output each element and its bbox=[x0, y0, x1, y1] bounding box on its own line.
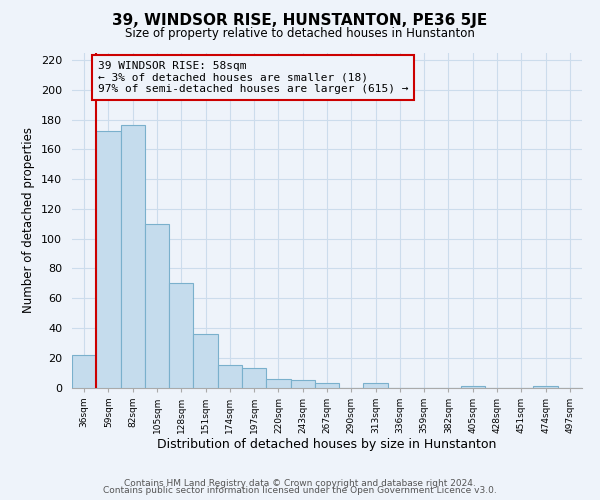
Text: Contains public sector information licensed under the Open Government Licence v3: Contains public sector information licen… bbox=[103, 486, 497, 495]
Bar bbox=[242, 368, 266, 388]
Bar bbox=[96, 132, 121, 388]
Bar bbox=[169, 284, 193, 388]
Bar bbox=[72, 354, 96, 388]
Text: Size of property relative to detached houses in Hunstanton: Size of property relative to detached ho… bbox=[125, 28, 475, 40]
Text: 39, WINDSOR RISE, HUNSTANTON, PE36 5JE: 39, WINDSOR RISE, HUNSTANTON, PE36 5JE bbox=[112, 12, 488, 28]
Y-axis label: Number of detached properties: Number of detached properties bbox=[22, 127, 35, 313]
X-axis label: Distribution of detached houses by size in Hunstanton: Distribution of detached houses by size … bbox=[157, 438, 497, 452]
Text: Contains HM Land Registry data © Crown copyright and database right 2024.: Contains HM Land Registry data © Crown c… bbox=[124, 478, 476, 488]
Bar bbox=[145, 224, 169, 388]
Bar bbox=[266, 378, 290, 388]
Bar bbox=[193, 334, 218, 388]
Bar bbox=[461, 386, 485, 388]
Text: 39 WINDSOR RISE: 58sqm
← 3% of detached houses are smaller (18)
97% of semi-deta: 39 WINDSOR RISE: 58sqm ← 3% of detached … bbox=[97, 61, 408, 94]
Bar bbox=[121, 126, 145, 388]
Bar bbox=[290, 380, 315, 388]
Bar bbox=[533, 386, 558, 388]
Bar bbox=[218, 365, 242, 388]
Bar bbox=[364, 383, 388, 388]
Bar bbox=[315, 383, 339, 388]
